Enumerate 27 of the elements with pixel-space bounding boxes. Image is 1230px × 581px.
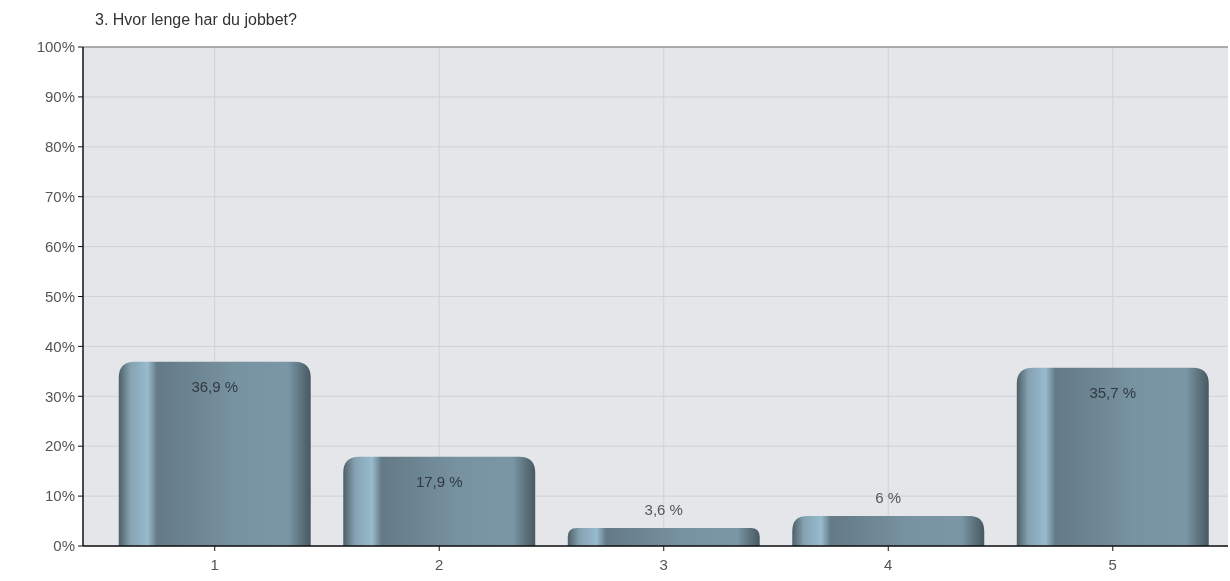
data-label: 36,9 % — [191, 377, 239, 395]
x-tick-label: 4 — [884, 556, 893, 573]
y-tick-label: 20% — [44, 437, 75, 455]
x-tick-label: 3 — [659, 556, 668, 573]
y-tick-label: 30% — [44, 387, 75, 405]
data-label: 35,7 % — [1089, 383, 1137, 401]
x-tick-label: 2 — [435, 556, 444, 573]
bar — [1016, 367, 1209, 546]
bar — [343, 456, 536, 546]
y-tick-label: 50% — [44, 287, 75, 305]
bar — [118, 361, 311, 546]
y-tick-label: 60% — [44, 237, 75, 255]
data-label: 3,6 % — [644, 501, 683, 519]
y-tick-label: 70% — [44, 187, 75, 205]
bar — [792, 516, 985, 546]
data-label: 17,9 % — [415, 472, 463, 490]
y-tick-label: 40% — [44, 337, 75, 355]
data-label: 6 % — [875, 489, 902, 507]
x-tick-label: 5 — [1108, 556, 1117, 573]
y-tick-label: 90% — [44, 88, 75, 106]
y-tick-label: 80% — [44, 138, 75, 156]
chart-title: 3. Hvor lenge har du jobbet? — [95, 11, 298, 28]
y-tick-label: 100% — [36, 38, 75, 56]
bar — [567, 528, 760, 546]
y-tick-label: 0% — [53, 537, 75, 555]
x-tick-label: 1 — [210, 556, 219, 573]
y-tick-label: 10% — [44, 487, 75, 505]
